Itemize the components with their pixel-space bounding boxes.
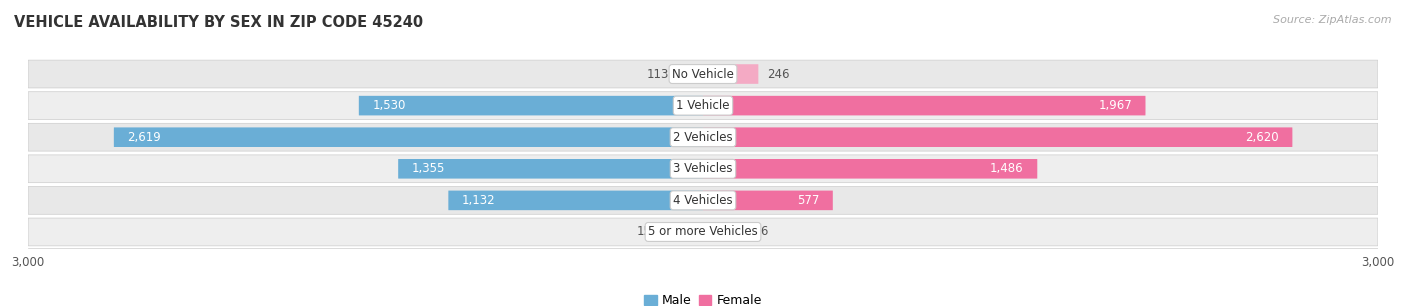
Text: 3 Vehicles: 3 Vehicles xyxy=(673,162,733,175)
FancyBboxPatch shape xyxy=(703,159,1038,179)
Text: 1,132: 1,132 xyxy=(461,194,495,207)
Text: Source: ZipAtlas.com: Source: ZipAtlas.com xyxy=(1274,15,1392,25)
FancyBboxPatch shape xyxy=(28,92,1378,120)
FancyBboxPatch shape xyxy=(703,191,832,210)
FancyBboxPatch shape xyxy=(28,123,1378,151)
FancyBboxPatch shape xyxy=(28,60,1378,88)
FancyBboxPatch shape xyxy=(359,96,703,115)
FancyBboxPatch shape xyxy=(398,159,703,179)
Text: 1 Vehicle: 1 Vehicle xyxy=(676,99,730,112)
FancyBboxPatch shape xyxy=(703,127,1292,147)
FancyBboxPatch shape xyxy=(703,64,758,84)
Legend: Male, Female: Male, Female xyxy=(644,294,762,306)
FancyBboxPatch shape xyxy=(28,155,1378,183)
FancyBboxPatch shape xyxy=(449,191,703,210)
Text: 246: 246 xyxy=(768,68,790,80)
Text: 156: 156 xyxy=(747,226,769,238)
Text: 1,967: 1,967 xyxy=(1098,99,1132,112)
FancyBboxPatch shape xyxy=(28,218,1378,246)
Text: 1,530: 1,530 xyxy=(373,99,406,112)
Text: 2 Vehicles: 2 Vehicles xyxy=(673,131,733,144)
FancyBboxPatch shape xyxy=(703,96,1146,115)
Text: 4 Vehicles: 4 Vehicles xyxy=(673,194,733,207)
Text: VEHICLE AVAILABILITY BY SEX IN ZIP CODE 45240: VEHICLE AVAILABILITY BY SEX IN ZIP CODE … xyxy=(14,15,423,30)
Text: 155: 155 xyxy=(637,226,659,238)
FancyBboxPatch shape xyxy=(703,222,738,242)
Text: 2,620: 2,620 xyxy=(1246,131,1279,144)
Text: 1,486: 1,486 xyxy=(990,162,1024,175)
FancyBboxPatch shape xyxy=(28,186,1378,214)
Text: 5 or more Vehicles: 5 or more Vehicles xyxy=(648,226,758,238)
Text: No Vehicle: No Vehicle xyxy=(672,68,734,80)
Text: 2,619: 2,619 xyxy=(128,131,162,144)
Text: 1,355: 1,355 xyxy=(412,162,446,175)
Text: 577: 577 xyxy=(797,194,820,207)
FancyBboxPatch shape xyxy=(668,222,703,242)
Text: 113: 113 xyxy=(647,68,669,80)
FancyBboxPatch shape xyxy=(678,64,703,84)
FancyBboxPatch shape xyxy=(114,127,703,147)
